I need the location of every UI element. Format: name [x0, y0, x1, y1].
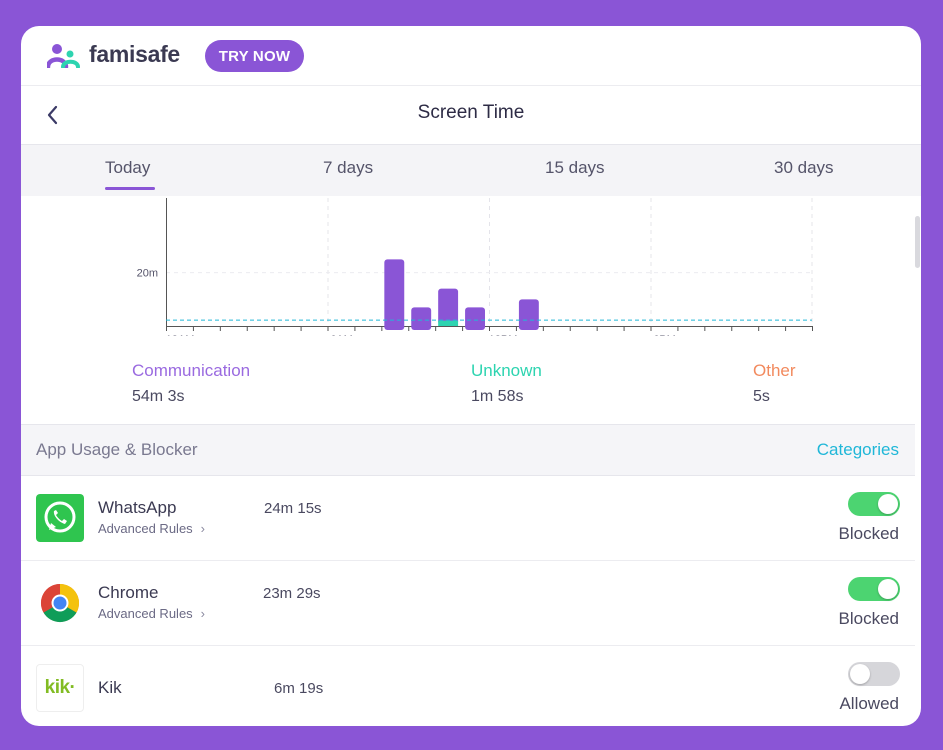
toggle-knob [850, 664, 870, 684]
try-now-button[interactable]: TRY NOW [205, 40, 304, 72]
bar-communication [438, 288, 459, 325]
app-name: Chrome [98, 583, 159, 602]
status-label: Blocked [838, 524, 899, 543]
x-tick-label: 6PM [653, 334, 676, 336]
x-tick-label: 6AM [330, 334, 353, 336]
y-tick-label: 20m [137, 268, 158, 280]
toggle-knob [878, 494, 898, 514]
page-title: Screen Time [417, 102, 525, 123]
summary-other-label: Other [753, 361, 796, 380]
advanced-rules-label: Advanced Rules [98, 606, 193, 621]
app-usage-time: 6m 19s [274, 680, 324, 697]
chevron-right-icon: › [200, 606, 206, 621]
whatsapp-icon [36, 494, 84, 542]
app-name: WhatsApp [98, 498, 177, 517]
chart-canvas: 20m 12AM 6AM 12PM 6PM [137, 198, 813, 336]
chevron-right-icon: › [200, 521, 206, 536]
block-toggle[interactable] [848, 492, 900, 516]
app-row-kik[interactable]: kik· Kik 6m 19s Allowed [21, 646, 915, 726]
status-label: Allowed [839, 694, 899, 713]
bar-communication [411, 307, 432, 330]
summary-unknown-value: 1m 58s [471, 388, 524, 405]
summary-other-value: 5s [753, 388, 770, 405]
bar-unknown [438, 320, 459, 326]
x-tick-label: 12PM [489, 334, 518, 336]
app-usage-time: 24m 15s [264, 500, 322, 517]
tab-15-days[interactable]: 15 days [545, 158, 605, 177]
back-arrow-icon[interactable] [41, 103, 65, 127]
advanced-rules-link[interactable]: Advanced Rules › [98, 521, 205, 536]
block-toggle[interactable] [848, 577, 900, 601]
bar-communication [518, 299, 539, 330]
advanced-rules-link[interactable]: Advanced Rules › [98, 606, 205, 621]
block-toggle[interactable] [848, 662, 900, 686]
brand-name: famisafe [89, 41, 180, 67]
tab-7-days[interactable]: 7 days [323, 158, 374, 177]
chrome-icon [40, 583, 80, 623]
app-window: famisafe TRY NOW Screen Time Today 7 day… [21, 26, 921, 726]
scrollbar-thumb[interactable] [915, 216, 920, 268]
kik-icon: kik· [36, 664, 84, 712]
kik-icon-text: kik· [44, 677, 76, 698]
summary-unknown-label: Unknown [471, 361, 542, 380]
bar-communication [384, 259, 405, 330]
active-tab-indicator [105, 187, 155, 190]
screen-time-chart: 20m 12AM 6AM 12PM 6PM [21, 196, 921, 336]
summary-communication-value: 54m 3s [132, 388, 185, 405]
app-row-whatsapp[interactable]: WhatsApp Advanced Rules › 24m 15s Blocked [21, 476, 915, 561]
bar-communication [465, 307, 485, 330]
x-tick-label: 12AM [166, 334, 195, 336]
advanced-rules-label: Advanced Rules [98, 521, 193, 536]
app-row-chrome[interactable]: Chrome Advanced Rules › 23m 29s Blocked [21, 561, 915, 646]
toggle-knob [878, 579, 898, 599]
app-name: Kik [98, 678, 122, 697]
title-bar: Screen Time [21, 86, 921, 144]
status-label: Blocked [838, 609, 899, 628]
app-usage-section-header: App Usage & Blocker Categories [21, 424, 915, 476]
categories-link[interactable]: Categories [816, 440, 899, 459]
period-tabs: Today 7 days 15 days 30 days [21, 144, 921, 196]
tab-30-days[interactable]: 30 days [774, 158, 834, 177]
famisafe-logo-icon [47, 44, 80, 68]
brand-header: famisafe TRY NOW [21, 26, 921, 86]
summary-communication-label: Communication [132, 361, 251, 380]
tab-today[interactable]: Today [105, 158, 151, 177]
app-usage-time: 23m 29s [263, 585, 321, 602]
section-title: App Usage & Blocker [36, 440, 198, 459]
